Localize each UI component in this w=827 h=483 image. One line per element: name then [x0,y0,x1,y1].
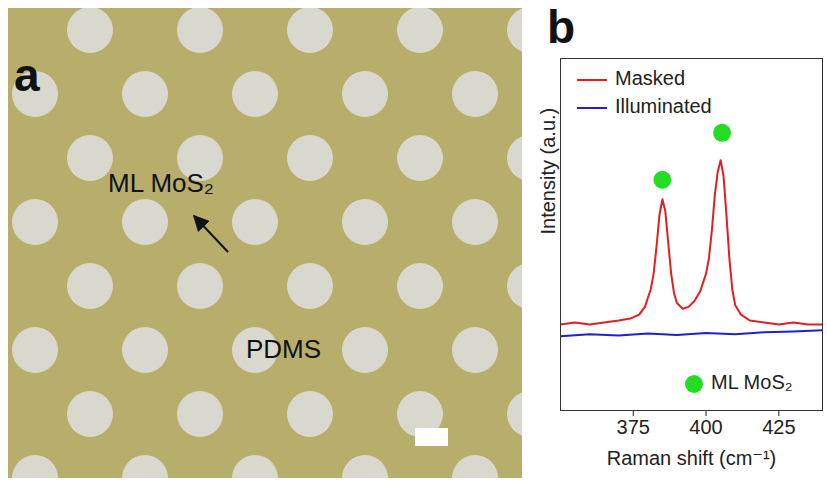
html-text:a: a [14,49,40,101]
svg-text:Intensity (a.u.): Intensity (a.u.) [537,108,559,235]
html-text:b: b [547,1,576,53]
html-text:Illuminated: Illuminated [615,95,712,117]
html-text:Masked: Masked [615,67,685,89]
svg-text:PDMS: PDMS [246,334,321,364]
svg-text:ML MoS₂: ML MoS₂ [108,168,214,198]
svg-text:425: 425 [762,416,795,438]
html-text:ML MoS₂: ML MoS₂ [711,371,793,393]
svg-text:375: 375 [617,416,650,438]
svg-text:Raman shift (cm⁻¹): Raman shift (cm⁻¹) [607,447,776,469]
svg-text:400: 400 [689,416,722,438]
